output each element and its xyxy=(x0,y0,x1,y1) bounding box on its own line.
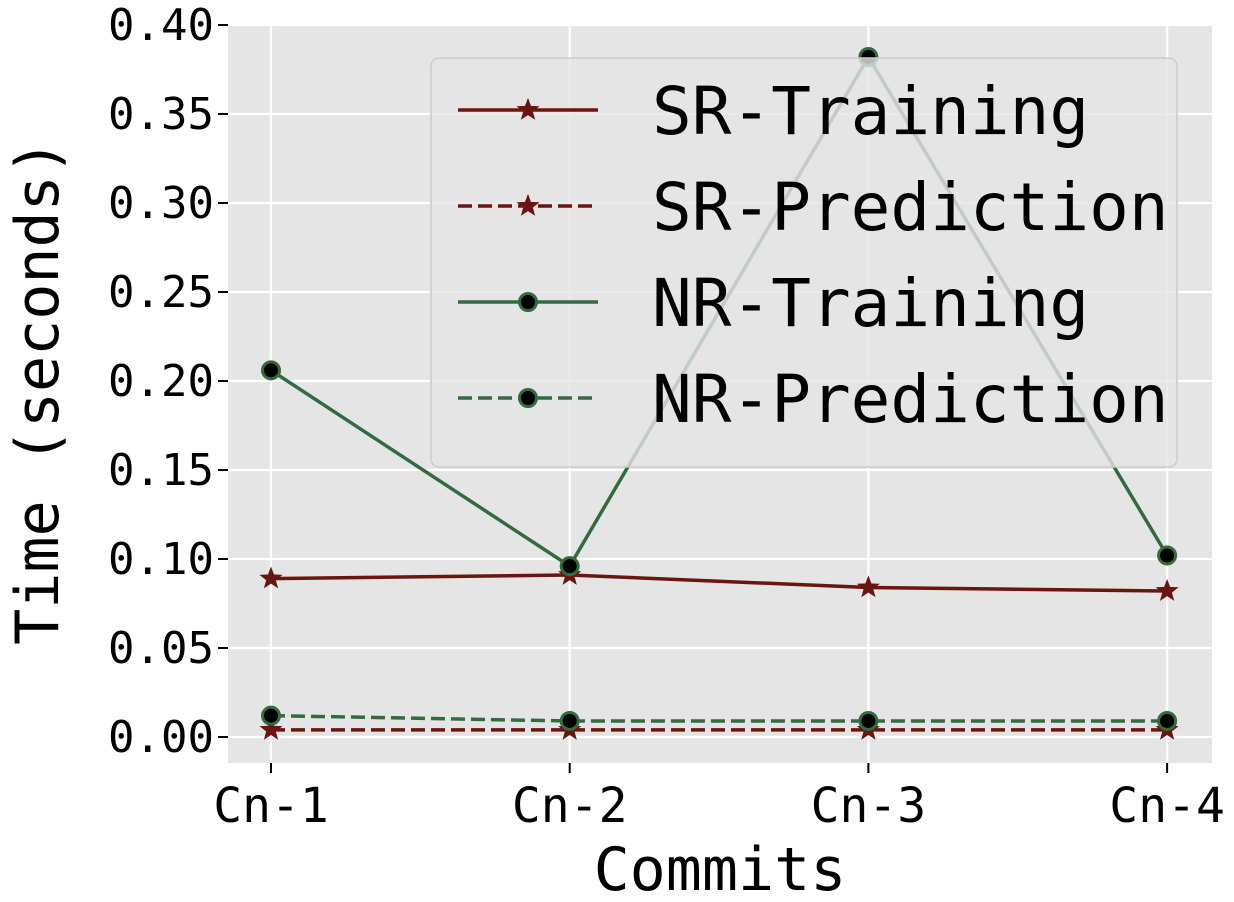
x-axis-title: Commits xyxy=(594,835,847,902)
x-tick-label: Cn-2 xyxy=(512,778,628,834)
series-line xyxy=(270,713,1168,723)
y-tick-label: 0.05 xyxy=(108,623,214,674)
data-point xyxy=(261,360,281,381)
y-tick-label: 0.20 xyxy=(108,356,214,407)
legend-item: SR-Training xyxy=(458,73,1089,150)
y-tick-label: 0.30 xyxy=(108,178,214,229)
data-point xyxy=(1157,545,1178,566)
x-tick-label: Cn-4 xyxy=(1109,778,1225,834)
legend-marker xyxy=(516,193,540,216)
legend-marker xyxy=(516,97,540,120)
legend-item: NR-Prediction xyxy=(458,361,1169,438)
legend-label: NR-Training xyxy=(652,265,1089,342)
data-point xyxy=(261,705,281,726)
data-point xyxy=(259,566,283,589)
legend-box xyxy=(430,57,1178,468)
legend-item: SR-Prediction xyxy=(458,169,1169,246)
legend-label: SR-Training xyxy=(652,73,1089,150)
data-point xyxy=(559,556,580,577)
legend-label: NR-Prediction xyxy=(652,361,1169,438)
y-tick-label: 0.00 xyxy=(108,712,214,763)
axes: 0.00 0.05 0.10 0.15 0.20 0.25 0.30 0.35 0.40 Cn-1… xyxy=(108,0,1225,834)
y-tick-label: 0.25 xyxy=(108,267,214,318)
data-point xyxy=(1157,710,1178,731)
legend: SR-Training SR-Prediction NR-Training NR-Pr… xyxy=(430,57,1178,468)
data-point xyxy=(259,717,283,740)
y-axis-title: Time (seconds) xyxy=(3,139,73,645)
data-point xyxy=(858,710,879,731)
y-tick-label: 0.35 xyxy=(108,89,214,140)
legend-marker xyxy=(518,388,538,408)
legend-label: SR-Prediction xyxy=(652,169,1169,246)
y-tick-label: 0.40 xyxy=(108,0,214,51)
data-point xyxy=(856,575,880,598)
y-tick-label: 0.15 xyxy=(108,445,214,496)
series-nr-prediction xyxy=(261,705,1178,731)
x-tick-label: Cn-3 xyxy=(811,778,927,834)
x-tick-label: Cn-1 xyxy=(213,778,329,834)
data-point xyxy=(1155,578,1179,601)
series-line xyxy=(270,573,1168,593)
data-point xyxy=(559,710,580,731)
legend-marker xyxy=(518,292,538,312)
legend-item: NR-Training xyxy=(458,265,1089,342)
y-tick-label: 0.10 xyxy=(108,534,214,585)
series-sr-training xyxy=(259,562,1179,601)
